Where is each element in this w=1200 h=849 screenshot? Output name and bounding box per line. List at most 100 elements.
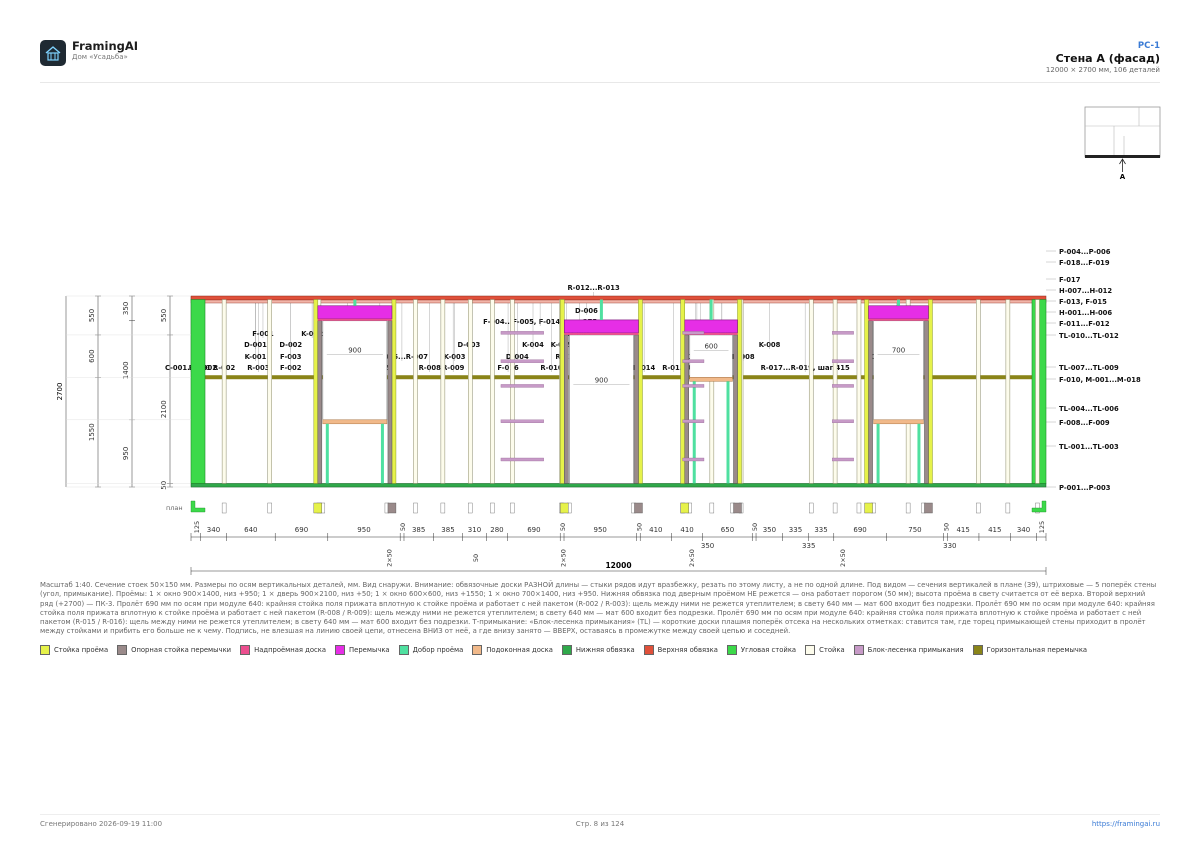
top-callout: R-012...R-013: [567, 284, 620, 292]
opening-width-label: 600: [704, 342, 717, 350]
plan-section: [1005, 502, 1011, 514]
bottom-dim-label: 335: [789, 526, 802, 534]
right-callout: F-013, F-015: [1059, 298, 1107, 306]
stud: [413, 299, 418, 484]
dim-middle-label: 1400: [122, 361, 130, 379]
legend-label: Верхняя обвязка: [657, 646, 718, 654]
legend-swatch: [643, 645, 654, 655]
sill-cripple: [325, 423, 329, 484]
legend-swatch: [117, 645, 128, 655]
site-link[interactable]: https://framingai.ru: [1091, 820, 1160, 828]
page-number: Стр. 8 из 124: [575, 820, 625, 828]
bottom-plate: [190, 483, 1047, 488]
generated-date: Сгенерировано 2026-09-19 11:00: [40, 820, 163, 828]
plan-section: [832, 502, 838, 514]
sill-board: [322, 419, 388, 425]
sill-cripple: [380, 423, 384, 484]
header-plate: [317, 318, 392, 321]
legend-swatch: [335, 645, 346, 655]
legend-swatch: [561, 645, 572, 655]
total-width-label: 12000: [605, 561, 631, 570]
plan-jack: [924, 502, 933, 514]
bottom-dim-label: 50: [942, 523, 950, 531]
legend-item: Стойка проёма: [40, 645, 108, 655]
jack-stud: [317, 320, 323, 484]
bottom-dim-label: 125: [193, 521, 201, 533]
legend-swatch: [972, 645, 983, 655]
right-callout: TL-007...TL-009: [1059, 364, 1119, 372]
jack-stud: [924, 320, 929, 484]
opening-clear: [322, 320, 388, 421]
dim-outer-label: 600: [88, 349, 96, 362]
opening-width-label: 900: [348, 346, 361, 354]
ladder-block: [500, 384, 544, 388]
bottom-dim-label: 340: [1017, 526, 1030, 534]
opening-width-label: 900: [595, 376, 608, 384]
cripple-stud: [709, 299, 713, 320]
wall-elevation-drawing: C-001...C-002R-001R-002R-003K-001D-001F-…: [56, 248, 1141, 575]
right-callout: TL-010...TL-012: [1059, 332, 1119, 340]
legend-item: Угловая стойка: [726, 645, 796, 655]
legend-label: Стойка проёма: [54, 646, 109, 654]
jack-stud: [634, 334, 639, 484]
legend-item: Перемычка: [335, 645, 390, 655]
dimension-layer: 2700 550 600 1550 350 1400 950 550 2100 50 план 125…: [56, 295, 1047, 575]
dim-middle-label: 950: [122, 447, 130, 460]
corner-post-left: [190, 299, 206, 484]
plan-jack: [387, 502, 397, 514]
stud: [221, 299, 227, 484]
sill-cripple: [876, 423, 880, 484]
stud: [1035, 299, 1040, 484]
legend-label: Опорная стойка перемычки: [131, 646, 232, 654]
plan-section: [267, 502, 272, 514]
bottom-dim-label: 950: [357, 526, 370, 534]
jack-stud: [387, 320, 393, 484]
header-beam: [564, 319, 639, 334]
legend-item: Надпроёмная доска: [240, 645, 326, 655]
bottom-dim-label: 350: [763, 526, 776, 534]
ladder-block: [682, 419, 705, 423]
legend-swatch: [726, 645, 737, 655]
bottom-dim-label: 125: [1038, 521, 1046, 533]
header-beam: [684, 319, 738, 334]
sub-dim-label: 2×50: [560, 549, 568, 567]
stud: [1005, 299, 1011, 484]
stud: [490, 299, 495, 484]
plan-section: [490, 502, 495, 514]
bottom-dim-label: 50: [751, 523, 759, 531]
ladder-block: [500, 331, 544, 335]
legend-swatch: [853, 645, 864, 655]
plan-jack: [733, 502, 742, 514]
ladder-block: [832, 359, 854, 363]
ladder-block: [682, 359, 705, 363]
bottom-dim-label: 690: [853, 526, 866, 534]
stud: [468, 299, 473, 484]
plan-king: [864, 502, 873, 514]
page-footer: Сгенерировано 2026-09-19 11:00 Стр. 8 из…: [40, 814, 1160, 835]
header-plate: [564, 332, 639, 335]
jack-stud: [733, 334, 738, 484]
sub-dim-label: 335: [802, 542, 815, 550]
opening-clear: [873, 320, 924, 421]
plan-corner: [190, 500, 206, 513]
king-stud: [313, 299, 319, 484]
ladder-block: [832, 419, 854, 423]
king-stud: [560, 299, 565, 484]
plan-section: [905, 502, 911, 514]
plan-section: [976, 502, 981, 514]
sub-dim-label: 350: [701, 542, 714, 550]
right-callout: F-011...F-012: [1059, 320, 1110, 328]
dim-inner-label: 550: [160, 309, 168, 322]
king-stud: [928, 299, 933, 484]
legend-label: Блок-лесенка примыкания: [867, 646, 964, 654]
legend-item: Горизонтальная перемычка: [972, 645, 1087, 655]
height-dim-label: 2700: [56, 383, 64, 401]
right-callout: F-018...F-019: [1059, 259, 1110, 267]
right-callout: TL-001...TL-003: [1059, 443, 1119, 451]
stud: [440, 299, 446, 484]
bottom-dim-label: 640: [244, 526, 257, 534]
stud: [856, 299, 862, 484]
right-callout: F-017: [1059, 276, 1081, 284]
plan-section: [440, 502, 446, 514]
bottom-dim-label: 50: [399, 523, 407, 531]
